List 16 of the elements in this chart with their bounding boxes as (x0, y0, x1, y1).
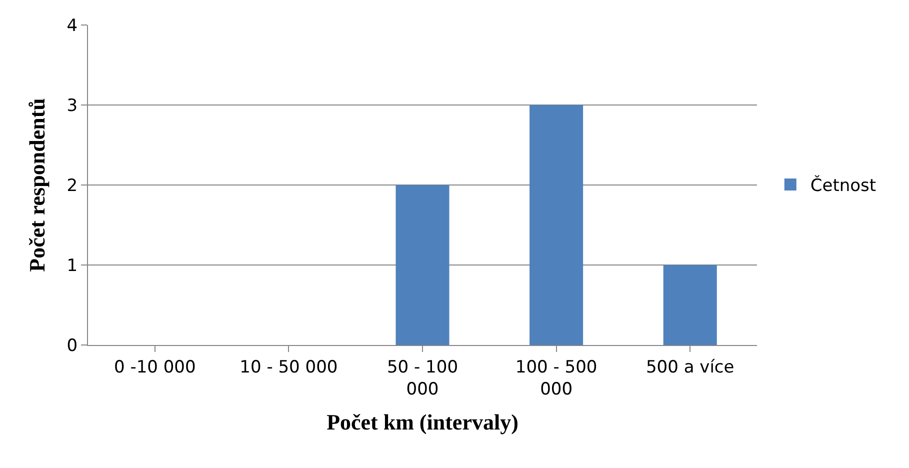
x-tick-label: 0 -10 000 (114, 357, 196, 378)
y-tick-label: 4 (66, 16, 78, 36)
x-tick-label: 10 - 50 000 (240, 357, 338, 378)
x-tick-label: 500 a více (646, 357, 734, 378)
y-tick-label: 0 (66, 336, 78, 356)
x-axis-title: Počet km (intervaly) (326, 409, 518, 434)
bar (663, 265, 717, 345)
y-tick-label: 1 (66, 256, 78, 276)
bar (530, 105, 584, 345)
y-axis-title: Počet respondentů (24, 98, 50, 272)
legend-label: Četnost (810, 175, 876, 196)
bar (396, 185, 450, 345)
x-tick-label: 50 - 100 000 (386, 357, 458, 400)
y-tick-label: 3 (66, 96, 78, 116)
y-tick-label: 2 (66, 176, 78, 196)
x-tick-label: 100 - 500 000 (515, 357, 598, 400)
